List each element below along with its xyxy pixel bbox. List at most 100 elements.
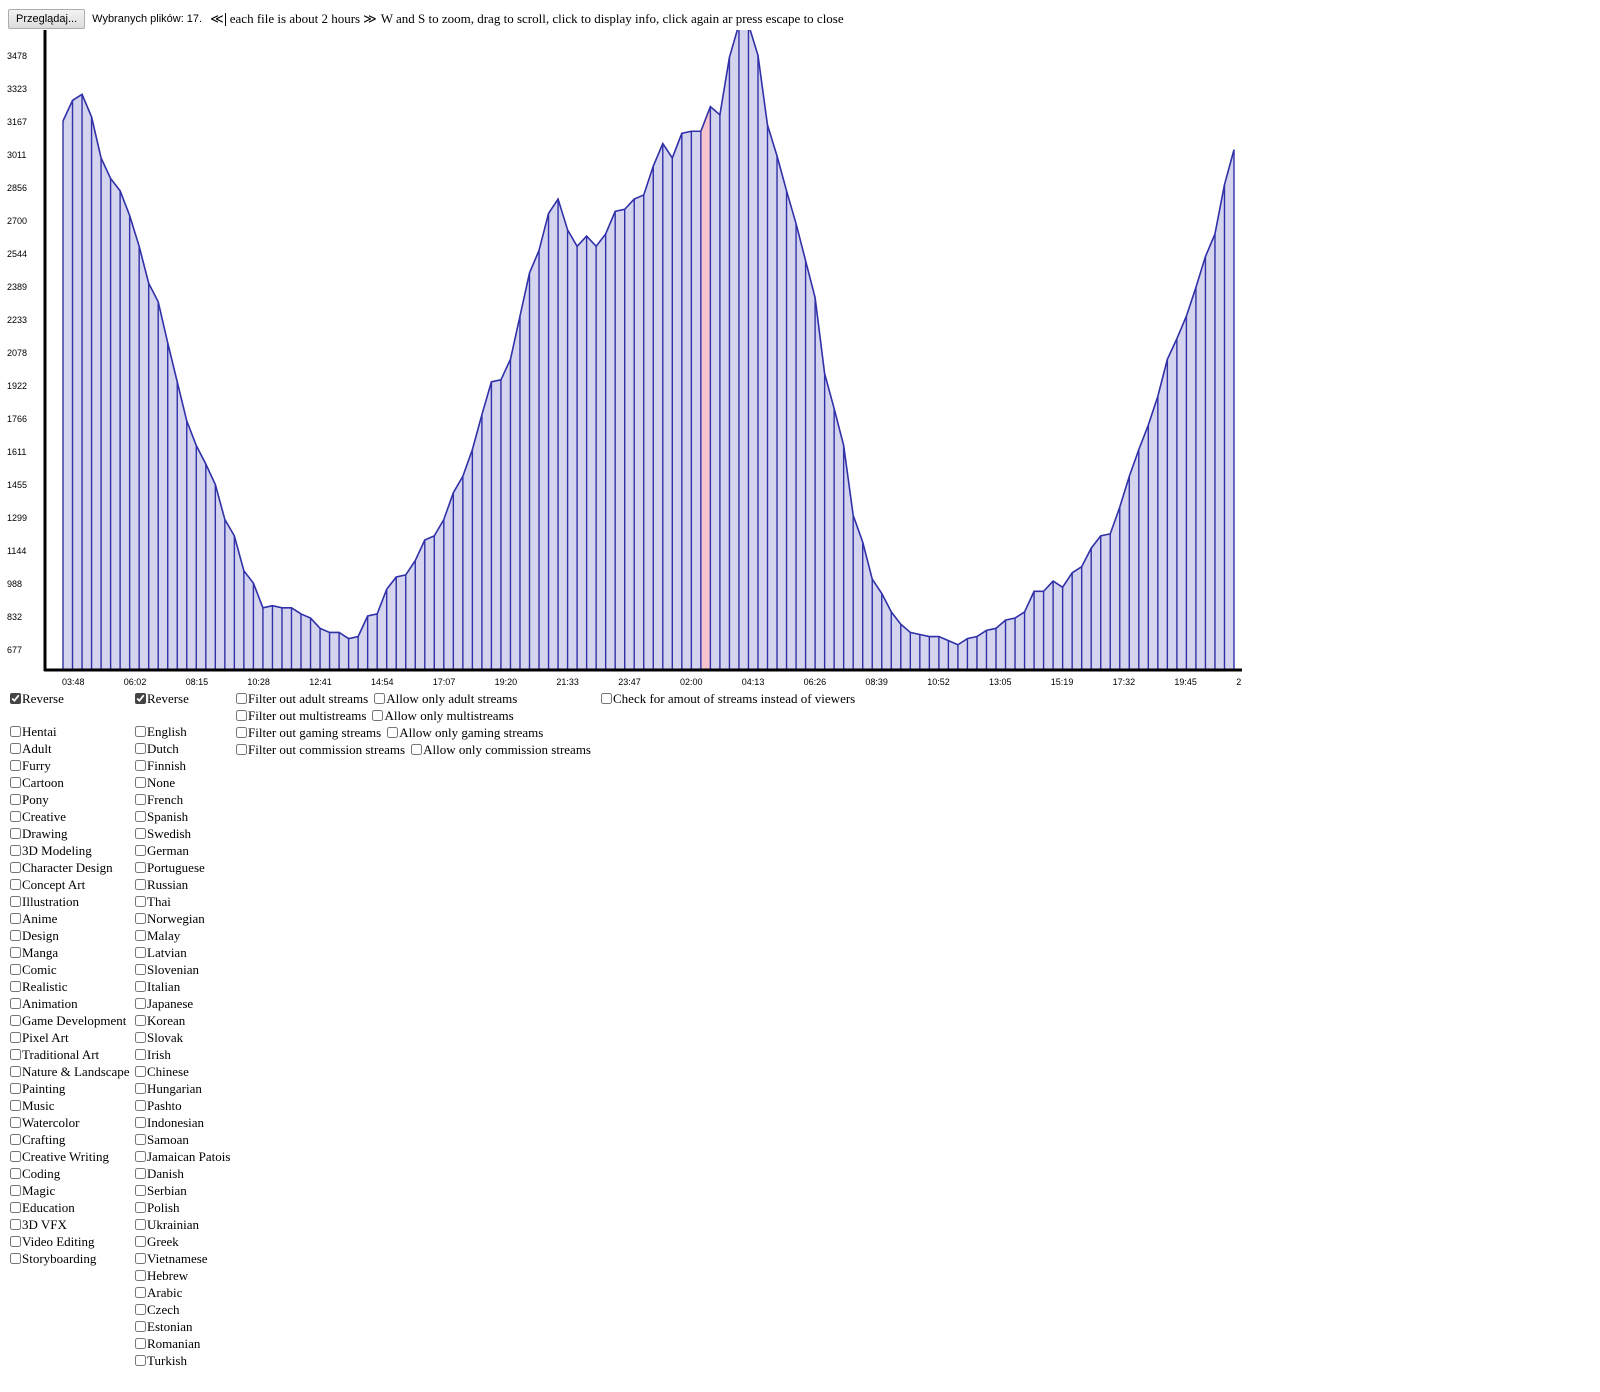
category-option[interactable]: Pony	[10, 791, 130, 808]
category-option[interactable]: Traditional Art	[10, 1046, 130, 1063]
language-checkbox[interactable]	[135, 1066, 146, 1077]
language-checkbox[interactable]	[135, 1151, 146, 1162]
language-checkbox[interactable]	[135, 811, 146, 822]
language-option[interactable]: Greek	[135, 1233, 230, 1250]
category-option[interactable]: Storyboarding	[10, 1250, 130, 1267]
language-checkbox[interactable]	[135, 777, 146, 788]
language-option[interactable]: Norwegian	[135, 910, 230, 927]
language-checkbox[interactable]	[135, 1185, 146, 1196]
language-checkbox[interactable]	[135, 1134, 146, 1145]
language-checkbox[interactable]	[135, 1015, 146, 1026]
category-option[interactable]: Watercolor	[10, 1114, 130, 1131]
filter-out-option[interactable]: Filter out gaming streams	[236, 724, 381, 741]
language-checkbox[interactable]	[135, 1219, 146, 1230]
language-option[interactable]: Samoan	[135, 1131, 230, 1148]
language-checkbox[interactable]	[135, 879, 146, 890]
language-option[interactable]: Finnish	[135, 757, 230, 774]
language-checkbox[interactable]	[135, 862, 146, 873]
category-checkbox[interactable]	[10, 1100, 21, 1111]
category-checkbox[interactable]	[10, 1083, 21, 1094]
category-checkbox[interactable]	[10, 1032, 21, 1043]
stream-count-option[interactable]: Check for amout of streams instead of vi…	[601, 690, 855, 707]
language-option[interactable]: Chinese	[135, 1063, 230, 1080]
category-option[interactable]: Manga	[10, 944, 130, 961]
category-option[interactable]: Concept Art	[10, 876, 130, 893]
allow-only-checkbox[interactable]	[374, 693, 386, 704]
language-checkbox[interactable]	[135, 794, 146, 805]
language-checkbox[interactable]	[135, 726, 146, 737]
category-checkbox[interactable]	[10, 896, 21, 907]
category-checkbox[interactable]	[10, 794, 21, 805]
allow-only-option[interactable]: Allow only adult streams	[374, 690, 517, 707]
language-option[interactable]: Hungarian	[135, 1080, 230, 1097]
category-checkbox[interactable]	[10, 845, 21, 856]
category-checkbox[interactable]	[10, 930, 21, 941]
category-option[interactable]: Cartoon	[10, 774, 130, 791]
category-checkbox[interactable]	[10, 1015, 21, 1026]
category-option[interactable]: Furry	[10, 757, 130, 774]
language-checkbox[interactable]	[135, 1270, 146, 1281]
language-option[interactable]: Polish	[135, 1199, 230, 1216]
category-checkbox[interactable]	[10, 1066, 21, 1077]
category-option[interactable]: 3D Modeling	[10, 842, 130, 859]
language-option[interactable]: Swedish	[135, 825, 230, 842]
category-checkbox[interactable]	[10, 1049, 21, 1060]
category-option[interactable]: Crafting	[10, 1131, 130, 1148]
category-checkbox[interactable]	[10, 811, 21, 822]
category-checkbox[interactable]	[10, 879, 21, 890]
language-checkbox[interactable]	[135, 760, 146, 771]
category-option[interactable]: Game Development	[10, 1012, 130, 1029]
language-checkbox[interactable]	[135, 1168, 146, 1179]
language-option[interactable]: Turkish	[135, 1352, 230, 1369]
category-option[interactable]: Music	[10, 1097, 130, 1114]
filter-out-checkbox[interactable]	[236, 693, 247, 704]
category-option[interactable]: Comic	[10, 961, 130, 978]
language-option[interactable]: Vietnamese	[135, 1250, 230, 1267]
language-checkbox[interactable]	[135, 1202, 146, 1213]
allow-only-checkbox[interactable]	[387, 727, 399, 738]
language-reverse-option[interactable]: Reverse	[135, 690, 189, 707]
category-checkbox[interactable]	[10, 947, 21, 958]
language-option[interactable]: Thai	[135, 893, 230, 910]
language-reverse-checkbox[interactable]	[135, 693, 146, 704]
language-option[interactable]: Irish	[135, 1046, 230, 1063]
category-checkbox[interactable]	[10, 777, 21, 788]
category-checkbox[interactable]	[10, 1236, 21, 1247]
category-checkbox[interactable]	[10, 1185, 21, 1196]
language-checkbox[interactable]	[135, 1083, 146, 1094]
category-checkbox[interactable]	[10, 981, 21, 992]
language-checkbox[interactable]	[135, 913, 146, 924]
language-option[interactable]: Pashto	[135, 1097, 230, 1114]
category-option[interactable]: Character Design	[10, 859, 130, 876]
category-checkbox[interactable]	[10, 1168, 21, 1179]
category-checkbox[interactable]	[10, 964, 21, 975]
category-checkbox[interactable]	[10, 743, 21, 754]
category-option[interactable]: Creative	[10, 808, 130, 825]
category-checkbox[interactable]	[10, 726, 21, 737]
filter-out-option[interactable]: Filter out adult streams	[236, 690, 368, 707]
language-option[interactable]: Portuguese	[135, 859, 230, 876]
category-option[interactable]: 3D VFX	[10, 1216, 130, 1233]
category-option[interactable]: Adult	[10, 740, 130, 757]
language-option[interactable]: Arabic	[135, 1284, 230, 1301]
language-option[interactable]: Slovenian	[135, 961, 230, 978]
language-option[interactable]: Slovak	[135, 1029, 230, 1046]
category-checkbox[interactable]	[10, 1253, 21, 1264]
language-option[interactable]: Hebrew	[135, 1267, 230, 1284]
filter-out-checkbox[interactable]	[236, 727, 247, 738]
language-checkbox[interactable]	[135, 828, 146, 839]
allow-only-checkbox[interactable]	[411, 744, 423, 755]
category-reverse-checkbox[interactable]	[10, 693, 21, 704]
language-checkbox[interactable]	[135, 896, 146, 907]
language-checkbox[interactable]	[135, 930, 146, 941]
allow-only-checkbox[interactable]	[372, 710, 384, 721]
language-option[interactable]: Romanian	[135, 1335, 230, 1352]
category-option[interactable]: Anime	[10, 910, 130, 927]
language-option[interactable]: Estonian	[135, 1318, 230, 1335]
category-checkbox[interactable]	[10, 1117, 21, 1128]
category-checkbox[interactable]	[10, 862, 21, 873]
language-option[interactable]: Danish	[135, 1165, 230, 1182]
category-option[interactable]: Pixel Art	[10, 1029, 130, 1046]
allow-only-option[interactable]: Allow only gaming streams	[387, 724, 543, 741]
allow-only-option[interactable]: Allow only commission streams	[411, 741, 591, 758]
